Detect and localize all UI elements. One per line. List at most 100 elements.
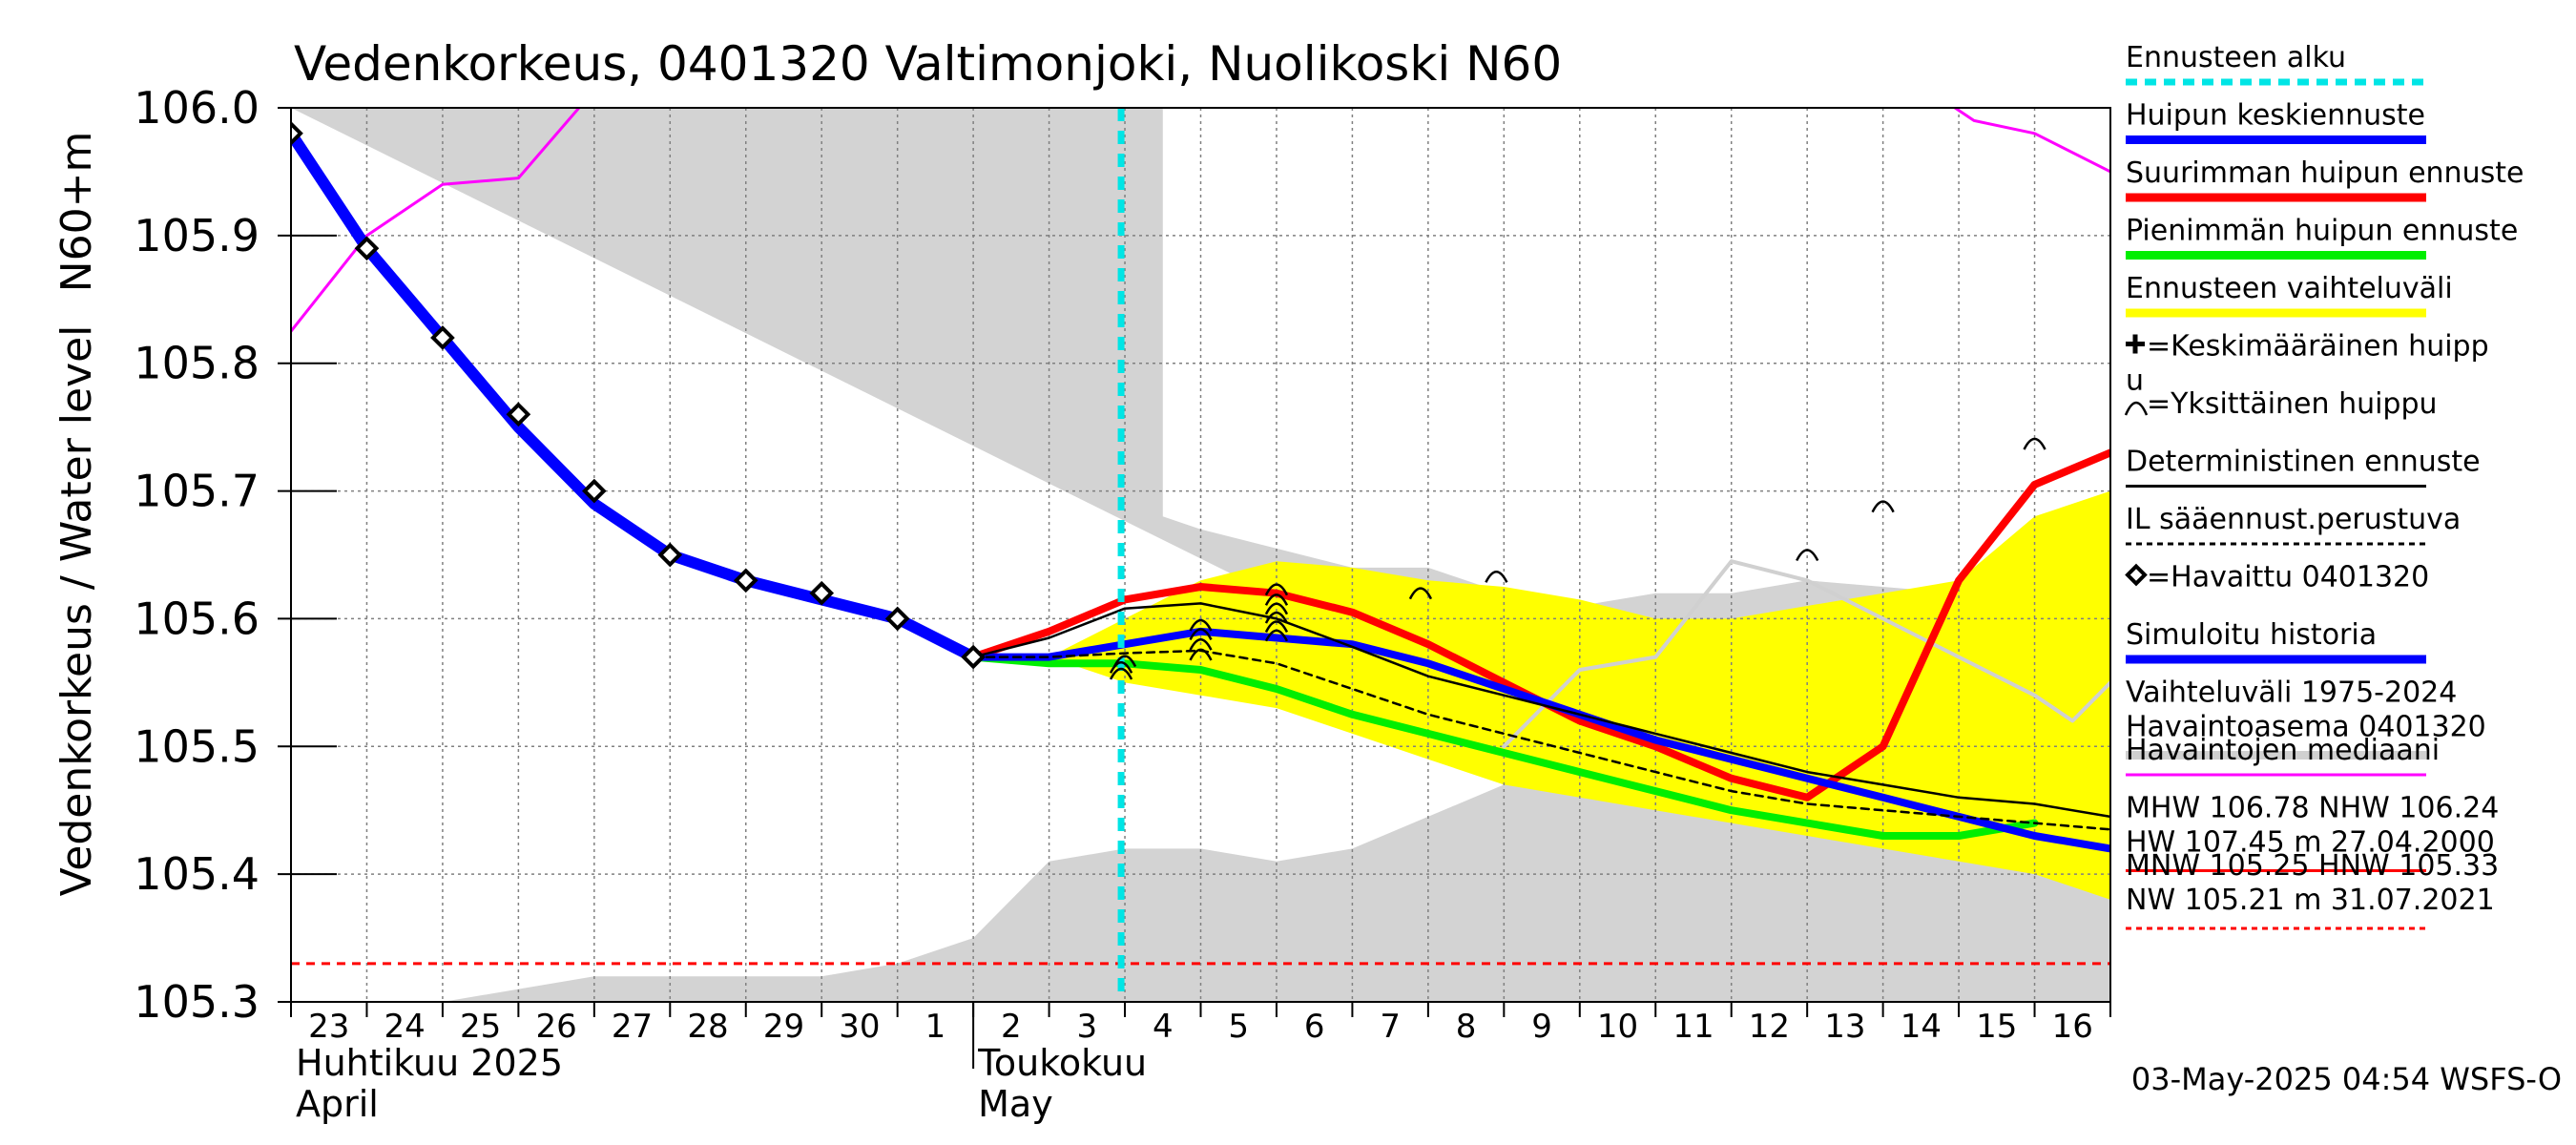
x-tick-label: 23 [308,1008,349,1046]
observed-point [291,120,303,146]
axes: 105.3 105.4 105.5 105.6 105.7 105.8 105.9 106.0… [134,82,2111,1125]
legend-label: Suurimman huipun ennuste [2126,156,2524,190]
observed-point [506,402,531,427]
legend-label: Deterministinen ennuste [2126,446,2481,479]
x-tick-label: 5 [1228,1008,1249,1046]
peak-marker [1408,587,1433,600]
series-line [971,602,2110,819]
legend-swatch [2124,401,2149,416]
legend-label: MHW 106.78 NHW 106.24 [2126,792,2499,825]
peak-marker [1485,571,1508,583]
peak-marker [1189,618,1213,632]
legend-label-line2: u [2126,364,2144,398]
peak-marker [1109,661,1133,674]
y-tick-label: 105.4 [134,848,260,900]
y-tick-label: 105.8 [134,338,260,389]
observed-point [354,236,380,261]
x-tick-label: 10 [1597,1008,1638,1046]
observed-point [582,478,607,504]
observed-point [657,542,683,568]
peak-marker [1871,500,1895,513]
x-tick-label: 29 [763,1008,804,1046]
x-tick-label: 6 [1304,1008,1325,1046]
series-line [969,653,2039,840]
legend-label: MNW 105.25 HNW 105.33 [2126,849,2499,883]
peak-marker [1796,549,1819,562]
legend-label-line2: Havaintoasema 0401320 [2126,711,2486,744]
legend-label: =Keskimääräinen huipp [2147,330,2489,364]
series-line [1502,559,2110,749]
x-tick-label: 27 [612,1008,653,1046]
x-tick-label: 8 [1456,1008,1477,1046]
footer-timestamp: 03-May-2025 04:54 WSFS-O [2131,1061,2562,1097]
legend-label: Ennusteen vaihteluväli [2126,272,2453,305]
month-label-en: May [978,1083,1053,1125]
legend-swatch [2125,563,2148,587]
legend-label: Havaintojen mediaani [2126,734,2440,767]
x-tick-label: 11 [1672,1008,1714,1046]
peak-marker [1189,628,1213,641]
y-tick-label: 105.5 [134,720,260,772]
chart-title: Vedenkorkeus, 0401320 Valtimonjoki, Nuol… [294,36,1562,92]
legend-label: =Havaittu 0401320 [2147,561,2429,594]
peak-marker [2023,437,2046,450]
x-tick-label: 16 [2052,1008,2093,1046]
legend-label: Ennusteen alku [2126,41,2346,74]
x-tick-label: 13 [1824,1008,1865,1046]
x-tick-label: 25 [460,1008,501,1046]
peak-marker [1264,629,1289,642]
x-tick-label: 12 [1749,1008,1790,1046]
legend: Ennusteen alku Huipun keskiennuste Suurimm… [2124,41,2524,930]
peak-marker [1109,667,1133,680]
x-tick-label: 15 [1976,1008,2017,1046]
x-tick-label: 14 [1901,1008,1942,1046]
legend-label: IL sääennust.perustuva [2126,503,2461,536]
x-tick-label: 24 [384,1008,426,1046]
y-axis-label: Vedenkorkeus / Water level [52,325,101,897]
series-line [291,108,581,333]
series-line [969,627,2110,853]
x-tick-label: 30 [839,1008,880,1046]
month-label-fi: Toukokuu [977,1042,1147,1084]
y-tick-label: 105.3 [134,976,260,1028]
series-line [971,649,2110,831]
peak-marker [1189,648,1213,661]
plot-area [291,108,2110,1002]
peak-marker [1264,602,1289,615]
observed-point [809,580,835,606]
month-label-en: April [296,1083,379,1125]
peak-marker [1189,637,1213,651]
peak-marker [1264,611,1289,624]
plot-content [291,108,2110,1002]
series-line [1953,108,2110,174]
legend-label-line2: HW 107.45 m 27.04.2000 [2126,826,2495,860]
x-tick-label: 9 [1531,1008,1552,1046]
legend-label-line2: NW 105.21 m 31.07.2021 [2126,884,2495,917]
y-tick-label: 106.0 [134,82,260,134]
legend-label: Vaihteluväli 1975-2024 [2126,677,2457,710]
x-tick-label: 2 [1001,1008,1022,1046]
legend-label: =Yksittäinen huippu [2147,387,2438,421]
y-tick-label: 105.6 [134,593,260,644]
observed-point [733,568,758,593]
peak-marker [1264,593,1289,606]
peak-marker [1264,583,1289,596]
forecast-range-area [1049,490,2110,900]
series-line [291,127,980,663]
x-tick-label: 28 [687,1008,728,1046]
legend-label: Simuloitu historia [2126,618,2377,652]
observed-point [961,644,986,670]
legend-label: Huipun keskiennuste [2126,99,2425,133]
y-axis-unit: N60+m [52,132,101,293]
y-tick-label: 105.9 [134,210,260,261]
x-tick-label: 7 [1380,1008,1401,1046]
x-tick-label: 1 [925,1008,946,1046]
x-tick-label: 26 [535,1008,576,1046]
month-label-fi: Huhtikuu 2025 [296,1042,563,1084]
observed-point [430,325,455,350]
x-tick-label: 3 [1076,1008,1097,1046]
peak-marker [1112,655,1137,668]
peak-marker [1264,620,1289,634]
observed-point [884,606,910,632]
